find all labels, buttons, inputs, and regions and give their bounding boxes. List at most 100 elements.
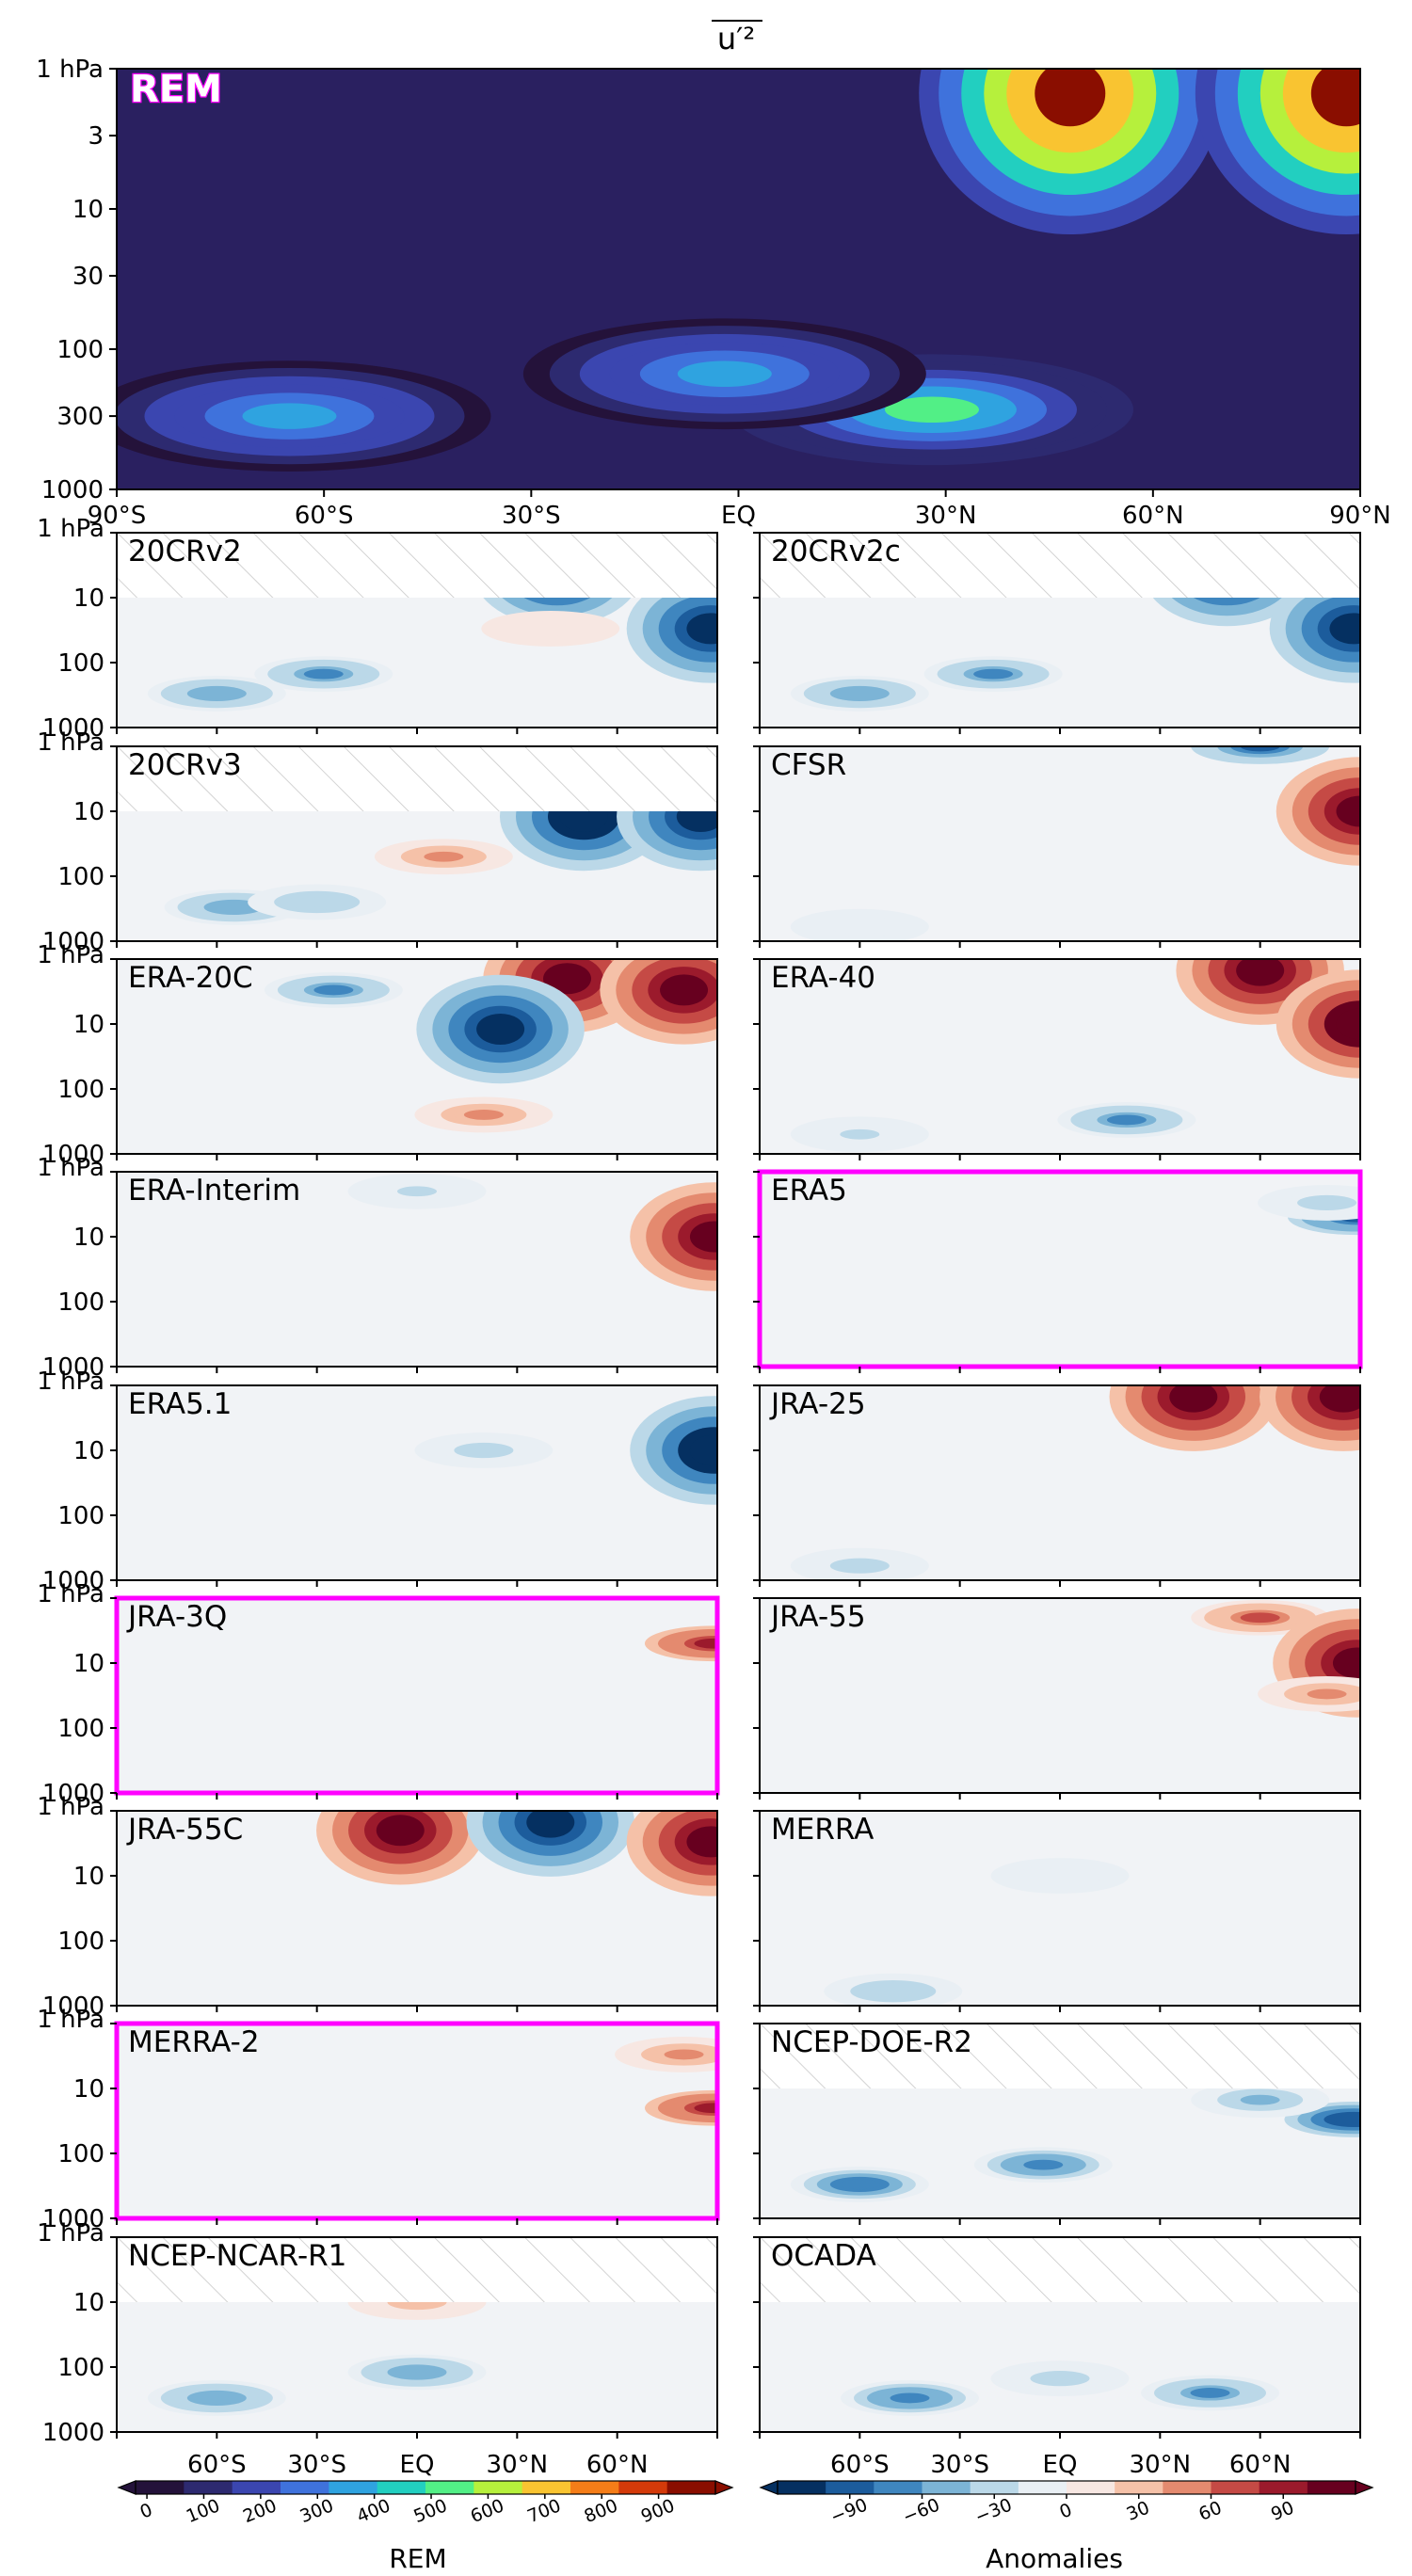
anomaly-contour [689,1434,717,1466]
y-tick-label: 1 hPa [37,2219,104,2248]
anomaly-contour [397,2367,437,2377]
panel-era5-1: ERA5.1 1 hPa 10 100 1000 [37,1368,718,1595]
panel-heatmap [117,1172,717,1367]
colorbar-tick-label: 900 [638,2495,678,2527]
panel-heatmap [760,1385,1360,1580]
colorbar-segment [874,2481,923,2494]
rem-panel: REM 1 hPa 3 10 30 100 300 1000 90°S 60°S 30°S EQ 3… [36,56,1391,530]
x-tick-label: 90°S [88,502,147,530]
anomaly-contour [890,2392,930,2404]
anomaly-contour [476,1013,525,1045]
y-tick-label: 10 [72,196,104,224]
colorbar-tick-label: 90 [1268,2497,1297,2524]
panel-ncep-ncar-r1: NCEP-NCAR-R1 1 hPa 10 100 1000 [37,2219,718,2447]
anomaly-contour [1329,613,1360,645]
anomaly-contour [1169,1385,1218,1413]
panel-heatmap [117,2237,717,2432]
panel-heatmap [760,1172,1360,1367]
anomaly-contour [1336,795,1360,827]
panel-label: MERRA [771,1813,874,1847]
anomaly-contour [526,1811,575,1838]
anomaly-contour [1040,1870,1080,1881]
panel-heatmap [760,1598,1360,1793]
colorbar-segment [136,2481,185,2494]
panel-background [760,746,1360,941]
x-tick-label: 60°S [187,2451,247,2479]
y-tick-label: 1 hPa [37,1580,104,1608]
y-tick-label: 1 hPa [37,1154,104,1182]
anomaly-contour [463,1110,504,1120]
x-tick-label: 30°S [930,2451,989,2479]
colorbar-tick-label: 400 [354,2495,393,2527]
anomaly-contour [686,1826,717,1858]
anomaly-contour [840,921,880,933]
colorbar-segment [1115,2481,1163,2494]
anomaly-contour [694,2103,717,2114]
anomaly-contour [530,623,570,634]
x-tick-label: EQ [721,502,756,530]
anomaly-contour [214,902,254,913]
colorbar-segment [473,2481,523,2494]
anomaly-contour [840,1128,880,1140]
rem-contour [1035,69,1106,127]
panel-label: JRA-25 [769,1387,866,1421]
y-tick-label: 100 [57,863,104,891]
anomaly-contour [973,668,1014,680]
y-tick-label: 1000 [42,928,104,956]
anomaly-contour [303,668,344,680]
x-tick-label: 60°N [1229,2451,1292,2479]
anomaly-contour [840,2179,880,2190]
anomaly-contour [1333,2114,1360,2125]
y-tick-label: 1000 [42,1141,104,1169]
y-tick-label: 100 [57,1928,104,1956]
colorbar-tick-label: 500 [410,2495,450,2527]
panel-heatmap [760,959,1360,1154]
panel-heatmap [117,2024,717,2218]
y-tick-label: 1000 [42,1353,104,1382]
y-tick-label: 1 hPa [37,728,104,757]
colorbar-segment [1067,2481,1115,2494]
panel-era-40: ERA-40 [753,958,1361,1160]
panel-ncep-doe-r2: NCEP-DOE-R2 [753,2023,1361,2225]
missing-data-hatch [760,2024,1360,2088]
colorbar-tick-label: 30 [1124,2497,1153,2524]
panel-label: JRA-3Q [126,1600,227,1634]
anomaly-contour [1240,746,1280,752]
y-tick-label: 1000 [42,1780,104,1808]
y-tick-label: 1000 [42,1992,104,2021]
colorbar-tick-label: 200 [240,2495,280,2527]
y-tick-label: 1 hPa [37,1368,104,1396]
anomaly-contour [197,688,237,699]
panel-label: ERA5.1 [128,1387,232,1421]
missing-data-hatch [760,2237,1360,2302]
panel-label: ERA-20C [128,961,253,995]
colorbar-tick-label: 0 [1057,2500,1075,2523]
colorbar-frame [135,2480,716,2495]
anomaly-contour [660,974,709,1006]
y-tick-label: 30 [72,263,104,291]
colorbar-segment [1307,2481,1356,2494]
y-tick-label: 1000 [42,1567,104,1595]
y-tick-label: 10 [73,1011,104,1039]
panel-20crv3: 20CRv3 1 hPa 10 100 1000 [37,728,718,956]
anomaly-contour [376,1815,425,1847]
anomaly-contour [1240,2094,1280,2105]
panel-merra: MERRA [753,1810,1361,2012]
panel-era-interim: ERA-Interim 1 hPa 10 100 1000 [37,1154,718,1382]
anomaly-contour [1040,2373,1080,2384]
panel-label: MERRA-2 [128,2025,260,2059]
panel-merra-2: MERRA-2 1 hPa 10 100 1000 [37,2006,720,2233]
anomaly-contour [1336,1008,1360,1040]
colorbar-tick-label: 700 [524,2495,564,2527]
anomaly-contour [1106,1114,1147,1126]
colorbar-tick-label: −90 [827,2494,870,2527]
anomaly-contour [1332,1647,1360,1679]
anomaly-contour [840,688,880,699]
panel-heatmap [117,746,717,941]
panel-20crv2: 20CRv2 1 hPa 10 100 1000 [37,515,718,743]
anomaly-contour [664,2049,704,2060]
x-tick-label: 30°S [287,2451,346,2479]
colorbar-tick-label: 100 [184,2495,223,2527]
panel-label: ERA-Interim [128,1174,300,1208]
y-tick-label: 10 [73,1650,104,1678]
